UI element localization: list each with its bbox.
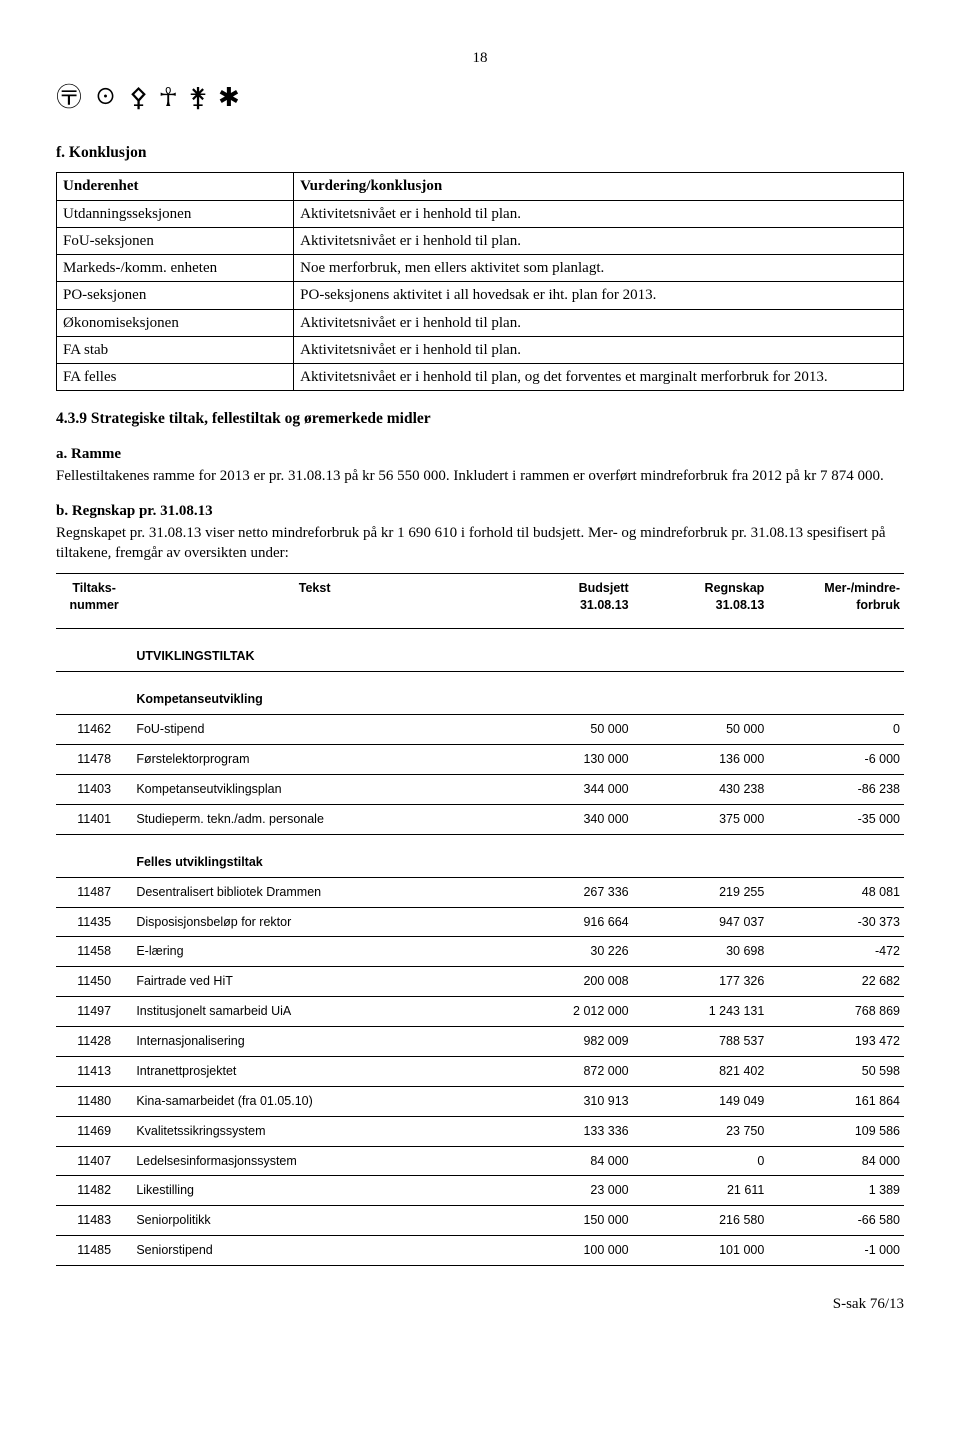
footer-ref: S-sak 76/13 bbox=[56, 1294, 904, 1314]
tiltaks-table: Tiltaks- nummer Tekst Budsjett 31.08.13 … bbox=[56, 573, 904, 1266]
category-row: UTVIKLINGSTILTAK bbox=[56, 629, 904, 672]
table-row: 11435Disposisjonsbeløp for rektor916 664… bbox=[56, 907, 904, 937]
table-row: ØkonomiseksjonenAktivitetsnivået er i he… bbox=[57, 309, 904, 336]
col-merforbruk: Mer-/mindre- forbruk bbox=[768, 574, 904, 629]
table-row: 11469Kvalitetssikringssystem133 33623 75… bbox=[56, 1116, 904, 1146]
table-row: 11497Institusjonelt samarbeid UiA2 012 0… bbox=[56, 997, 904, 1027]
table-row: 11485Seniorstipend100 000101 000-1 000 bbox=[56, 1236, 904, 1266]
sub-a-body: Fellestiltakenes ramme for 2013 er pr. 3… bbox=[56, 466, 904, 486]
header-logo-glyphs: 〶 ☉ ⚴ ☥ ⚵ ✱ bbox=[56, 80, 904, 115]
table-row: 11462FoU-stipend50 00050 0000 bbox=[56, 715, 904, 745]
konklusjon-table: Underenhet Vurdering/konklusjon Utdannin… bbox=[56, 172, 904, 391]
table-row: Markeds-/komm. enhetenNoe merforbruk, me… bbox=[57, 255, 904, 282]
category-row: Felles utviklingstiltak bbox=[56, 834, 904, 877]
category-row: Kompetanseutvikling bbox=[56, 672, 904, 715]
section-439-heading: 4.3.9 Strategiske tiltak, fellestiltak o… bbox=[56, 409, 904, 430]
table-row: 11480Kina-samarbeidet (fra 01.05.10)310 … bbox=[56, 1086, 904, 1116]
table-row: 11403Kompetanseutviklingsplan344 000430 … bbox=[56, 774, 904, 804]
table-row: UtdanningsseksjonenAktivitetsnivået er i… bbox=[57, 200, 904, 227]
table-row: 11478Førstelektorprogram130 000136 000-6… bbox=[56, 745, 904, 775]
sub-b-body: Regnskapet pr. 31.08.13 viser netto mind… bbox=[56, 523, 904, 564]
page-number: 18 bbox=[56, 48, 904, 68]
table-row: 11407Ledelsesinformasjonssystem84 000084… bbox=[56, 1146, 904, 1176]
table-row: FA stabAktivitetsnivået er i henhold til… bbox=[57, 336, 904, 363]
table-row: PO-seksjonenPO-seksjonens aktivitet i al… bbox=[57, 282, 904, 309]
section-f-heading: f. Konklusjon bbox=[56, 143, 904, 164]
table-row: 11428Internasjonalisering982 009788 5371… bbox=[56, 1027, 904, 1057]
col-tekst: Tekst bbox=[132, 574, 497, 629]
sub-a-heading: a. Ramme bbox=[56, 444, 904, 464]
konklusjon-header-vurdering: Vurdering/konklusjon bbox=[294, 173, 904, 200]
table-row: 11487Desentralisert bibliotek Drammen267… bbox=[56, 877, 904, 907]
table-row: 11401Studieperm. tekn./adm. personale340… bbox=[56, 804, 904, 834]
col-tiltaksnummer: Tiltaks- nummer bbox=[56, 574, 132, 629]
table-row: FoU-seksjonenAktivitetsnivået er i henho… bbox=[57, 227, 904, 254]
table-row: 11482Likestilling23 00021 6111 389 bbox=[56, 1176, 904, 1206]
col-budsjett: Budsjett 31.08.13 bbox=[497, 574, 633, 629]
konklusjon-header-underenhet: Underenhet bbox=[57, 173, 294, 200]
table-row: 11458E-læring30 22630 698-472 bbox=[56, 937, 904, 967]
col-regnskap: Regnskap 31.08.13 bbox=[633, 574, 769, 629]
sub-b-heading: b. Regnskap pr. 31.08.13 bbox=[56, 501, 904, 521]
table-row: 11413Intranettprosjektet872 000821 40250… bbox=[56, 1056, 904, 1086]
table-row: 11483Seniorpolitikk150 000216 580-66 580 bbox=[56, 1206, 904, 1236]
table-row: 11450Fairtrade ved HiT200 008177 32622 6… bbox=[56, 967, 904, 997]
table-row: FA fellesAktivitetsnivået er i henhold t… bbox=[57, 364, 904, 391]
